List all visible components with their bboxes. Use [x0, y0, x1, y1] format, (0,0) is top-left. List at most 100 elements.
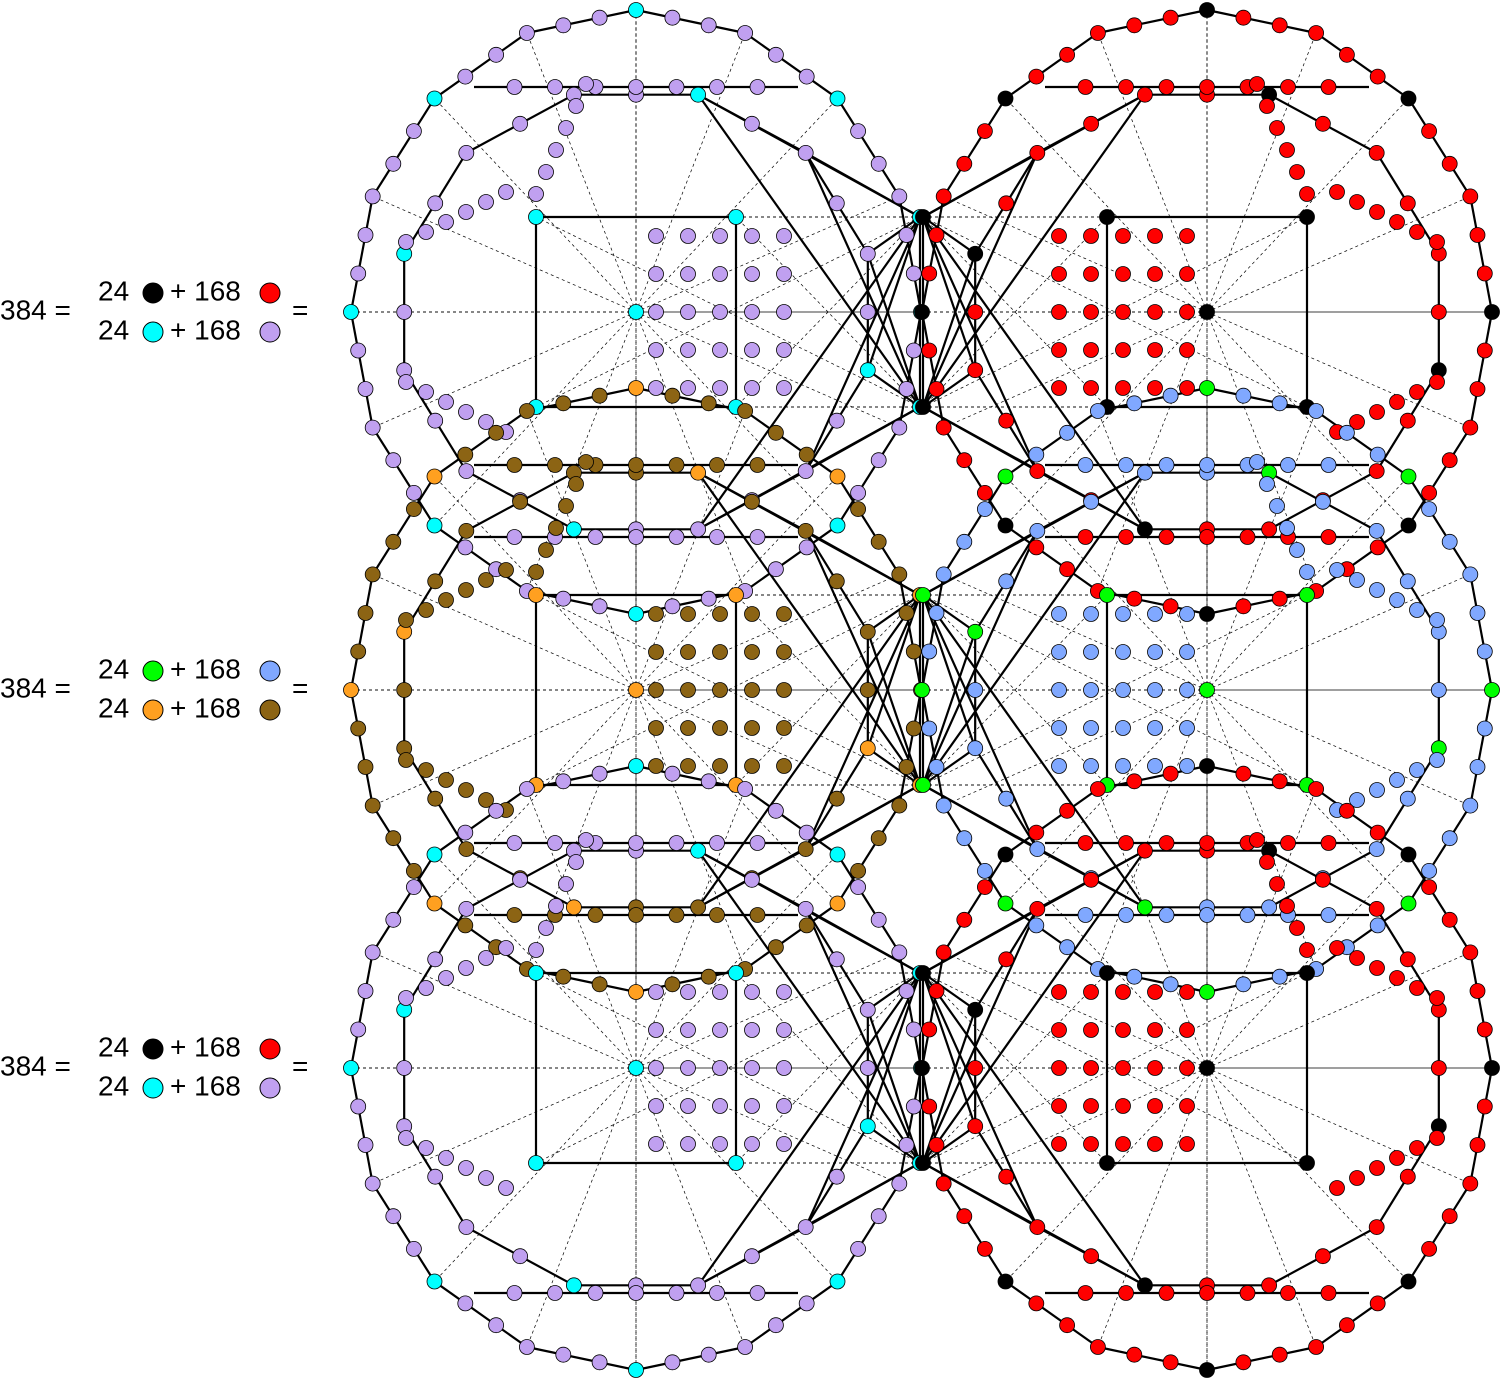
vertex: [776, 1098, 792, 1114]
vertex: [418, 224, 434, 240]
vertex: [628, 1060, 644, 1076]
vertex: [728, 209, 744, 225]
vertex: [357, 381, 374, 397]
vertex: [1400, 1273, 1417, 1290]
edge: [526, 8, 637, 35]
vertex: [1400, 90, 1417, 107]
vertex: [427, 195, 444, 212]
vertex: [768, 46, 784, 63]
vertex: [1320, 457, 1337, 473]
vertex: [1368, 463, 1385, 480]
vertex: [977, 879, 993, 895]
legend: 384 = 24 + 168 24 + 168 = 384 = 24 + 168 24 + 168 =…: [0, 275, 308, 1101]
vertex: [850, 863, 866, 879]
vertex: [1484, 1060, 1500, 1076]
vertex: [1158, 79, 1175, 95]
vertex: [357, 983, 374, 999]
vertex: [648, 1136, 664, 1152]
term: + 168: [170, 653, 241, 684]
vertex: [1099, 587, 1115, 603]
vertex: [1028, 68, 1045, 85]
dashed-edge: [1206, 311, 1317, 592]
vertex: [418, 980, 434, 996]
vertex: [418, 384, 434, 400]
vertex: [1179, 228, 1195, 244]
dashed-edge: [922, 972, 1108, 1164]
count: 24: [98, 692, 129, 723]
vertex: [797, 841, 814, 857]
vertex: [850, 1241, 866, 1257]
edge: [921, 530, 1039, 786]
vertex: [712, 380, 728, 396]
vertex: [1271, 1346, 1288, 1363]
edge: [836, 97, 901, 198]
vertex: [1059, 802, 1075, 819]
vertex: [680, 1098, 696, 1114]
equation-total: 384 =: [0, 294, 71, 325]
vertex: [506, 907, 523, 923]
vertex: [776, 720, 792, 736]
vertex: [1289, 542, 1305, 558]
vertex: [438, 1150, 454, 1166]
edge: [635, 8, 746, 35]
vertex: [396, 304, 413, 320]
vertex: [668, 457, 685, 473]
edge: [942, 475, 1007, 576]
edge: [942, 97, 1007, 198]
vertex: [1369, 824, 1386, 841]
vertex: [1059, 939, 1075, 956]
edge: [921, 908, 1039, 1164]
vertex: [859, 682, 876, 698]
vertex: [668, 907, 685, 923]
vertex: [1271, 773, 1288, 790]
vertex: [498, 184, 514, 200]
edge: [920, 952, 945, 1069]
vertex: [1476, 1098, 1493, 1115]
term: + 168: [170, 314, 241, 345]
vertex: [1147, 606, 1163, 622]
vertex: [1179, 1060, 1195, 1076]
vertex: [1115, 758, 1131, 774]
vertex: [905, 1098, 922, 1115]
vertex: [548, 142, 564, 158]
edge: [697, 850, 921, 1164]
vertex: [680, 266, 696, 282]
edge: [922, 369, 976, 408]
vertex: [1409, 384, 1425, 400]
vertex: [977, 123, 993, 140]
dashed-edge: [1206, 574, 1471, 691]
edge: [371, 853, 436, 954]
vertex: [768, 802, 784, 819]
vertex: [898, 759, 915, 775]
vertex: [628, 606, 644, 622]
vertex: [343, 304, 359, 320]
vertex: [478, 950, 494, 966]
vertex: [385, 155, 402, 172]
vertex: [668, 529, 685, 545]
vertex: [709, 835, 725, 851]
edge: [744, 788, 839, 856]
vertex: [1476, 265, 1493, 282]
vertex: [1400, 846, 1417, 863]
vertex: [1299, 564, 1315, 580]
dashed-edge: [1206, 311, 1471, 428]
vertex: [905, 720, 922, 737]
vertex: [498, 562, 514, 578]
dashed-edge: [635, 1067, 746, 1348]
vertex: [648, 984, 664, 1000]
dashed-edge: [434, 1067, 637, 1282]
vertex: [1051, 304, 1067, 320]
vertex: [1349, 792, 1365, 808]
vertex: [578, 76, 594, 92]
vertex: [519, 1339, 535, 1355]
vertex: [398, 752, 414, 768]
vertex: [1028, 1295, 1045, 1312]
vertex: [1147, 1060, 1163, 1076]
vertex: [776, 644, 792, 660]
vertex: [1369, 960, 1385, 976]
vertex: [850, 879, 866, 895]
vertex: [1239, 1285, 1256, 1301]
vertex: [1279, 520, 1295, 536]
dashed-edge: [1097, 410, 1208, 691]
